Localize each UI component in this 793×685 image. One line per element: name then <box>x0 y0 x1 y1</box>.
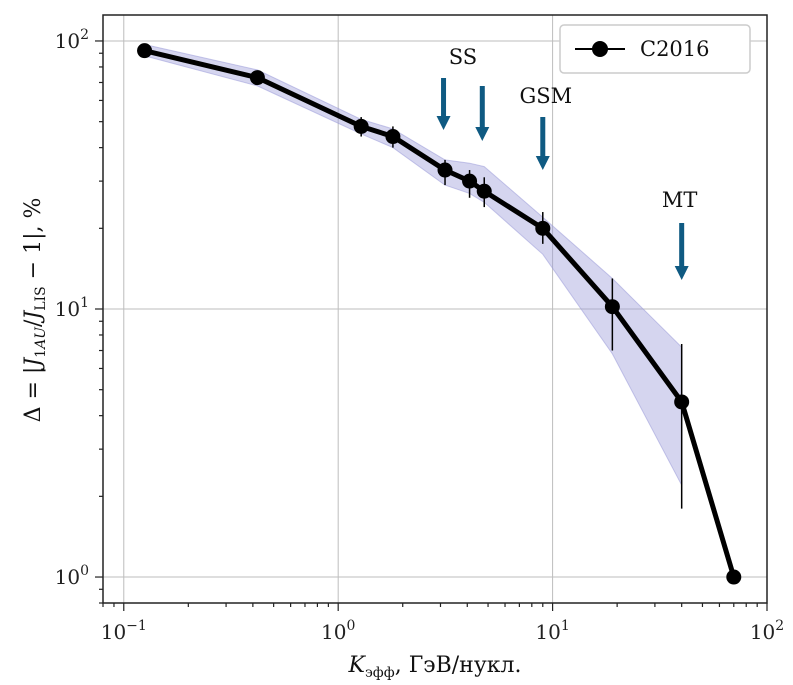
legend-marker <box>592 41 608 57</box>
x-tick-label-3: 102 <box>750 618 784 644</box>
y-tick-label-0: 100 <box>55 563 89 589</box>
data-point <box>476 183 492 199</box>
y-tick-label-1: 101 <box>55 295 89 321</box>
arrow-head <box>674 266 689 280</box>
annotations: SS GSM MT <box>449 45 698 212</box>
x-axis-label: Kэфф, ГэВ/нукл. <box>348 653 522 681</box>
data-point <box>604 299 620 315</box>
data-point <box>437 162 453 178</box>
data-point <box>726 569 742 585</box>
legend-label: C2016 <box>640 37 710 61</box>
arrow-shaft <box>540 117 546 158</box>
arrow-head <box>475 127 490 141</box>
data-point <box>353 118 369 134</box>
arrow-shaft <box>441 78 447 118</box>
data-point <box>137 43 153 59</box>
x-tick-label-2: 101 <box>535 618 569 644</box>
series-c2016 <box>137 43 742 585</box>
arrow-shaft <box>679 223 685 268</box>
annotation-arrows <box>436 78 689 280</box>
annotation-mt: MT <box>662 188 698 212</box>
y-tick-label-2: 102 <box>55 27 89 53</box>
arrow-head <box>535 156 550 170</box>
legend-box <box>559 24 751 74</box>
x-tick-label-0: 10−1 <box>101 618 147 644</box>
legend: C2016 <box>559 24 751 74</box>
data-point <box>385 129 401 145</box>
data-point <box>462 173 478 189</box>
arrow-shaft <box>479 86 485 129</box>
annotation-ss: SS <box>449 45 477 69</box>
x-tick-label-1: 100 <box>321 618 355 644</box>
tick-labels: 10−1 100 101 102 100 101 102 <box>55 27 785 644</box>
data-point <box>535 220 551 236</box>
y-axis-label: Δ = |J1AU/JLIS − 1|, % <box>21 198 49 423</box>
annotation-gsm: GSM <box>519 84 572 108</box>
data-point <box>249 70 265 86</box>
data-point <box>674 394 690 410</box>
axis-ticks <box>95 40 768 611</box>
arrow-head <box>436 116 451 130</box>
